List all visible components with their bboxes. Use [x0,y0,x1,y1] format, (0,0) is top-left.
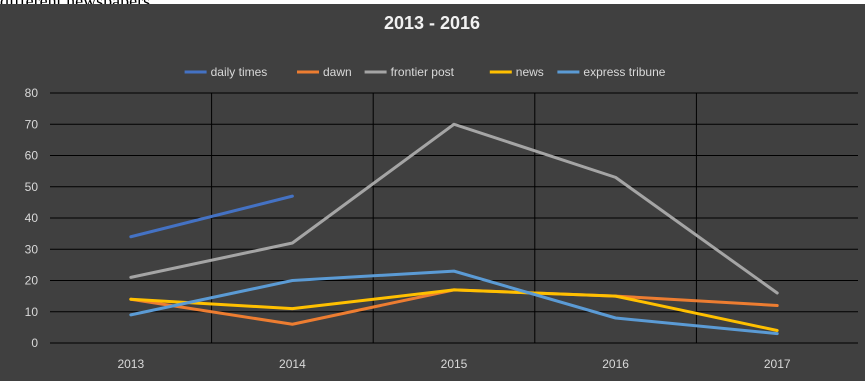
x-tick-label: 2016 [602,357,629,371]
x-tick-label: 2017 [764,357,791,371]
y-tick-label: 60 [25,149,39,163]
series-line-daily-times [129,194,294,239]
legend-item-express-tribune[interactable]: express tribune [557,65,666,79]
legend-label: express tribune [583,65,665,79]
x-axis-ticks: 2013 2014 2015 2016 2017 [117,357,790,371]
y-tick-label: 50 [25,180,39,194]
y-tick-label: 10 [25,305,39,319]
legend-label: dawn [323,65,352,79]
y-tick-label: 20 [25,274,39,288]
x-tick-label: 2014 [279,357,306,371]
chart-panel: 2013 - 2016 0 10 20 30 40 50 60 70 80 2013 2014 20… [0,4,865,381]
legend-item-news[interactable]: news [489,65,544,79]
legend-item-dawn[interactable]: dawn [297,65,352,79]
legend-item-daily-times[interactable]: daily times [184,65,268,79]
legend-label: frontier post [391,65,455,79]
series-lines [129,122,779,336]
legend[interactable]: daily times dawn frontier post news express … [184,65,666,79]
y-axis-ticks: 0 10 20 30 40 50 60 70 80 [25,86,39,350]
x-tick-label: 2015 [441,357,468,371]
x-tick-label: 2013 [117,357,144,371]
y-tick-label: 70 [25,117,39,131]
y-tick-label: 30 [25,242,39,256]
gridlines [50,92,858,344]
legend-label: news [516,65,544,79]
legend-item-frontier-post[interactable]: frontier post [364,65,455,79]
legend-label: daily times [211,65,268,79]
y-tick-label: 80 [25,86,39,100]
y-tick-label: 40 [25,211,39,225]
series-line-frontier-post [129,122,779,295]
y-tick-label: 0 [31,336,38,350]
chart-title: 2013 - 2016 [384,13,480,33]
